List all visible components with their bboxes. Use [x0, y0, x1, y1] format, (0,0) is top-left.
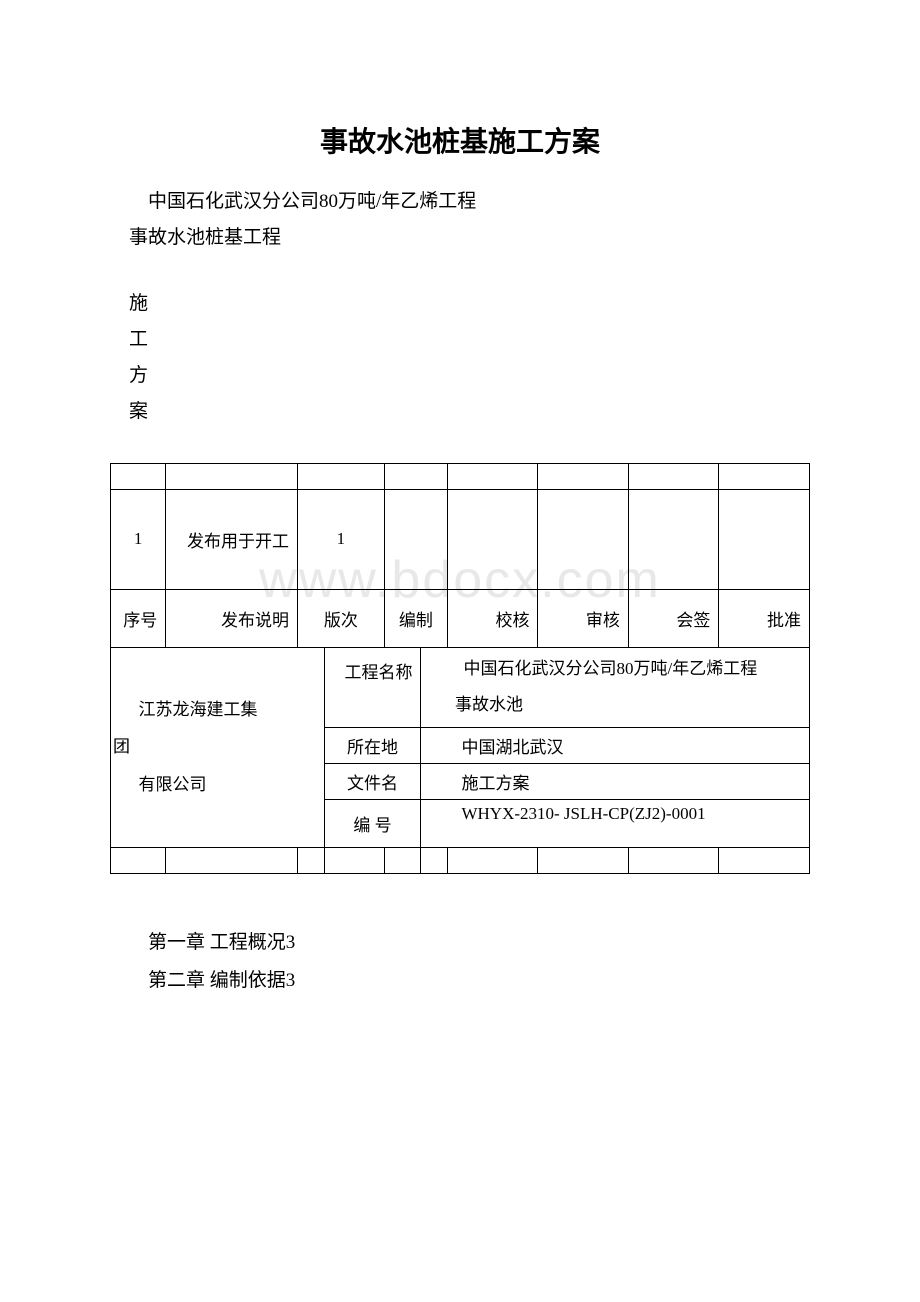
subtitle-line-1: 中国石化武汉分公司80万吨/年乙烯工程 — [110, 184, 810, 220]
document-content: 事故水池桩基施工方案 中国石化武汉分公司80万吨/年乙烯工程 事故水池桩基工程 … — [110, 120, 810, 1000]
blank-cell — [384, 847, 421, 873]
label-location: 所在地 — [324, 727, 421, 763]
header-approve: 批准 — [719, 589, 810, 647]
ver-cell: 1 — [298, 489, 385, 589]
value-code: WHYX-2310- JSLH-CP(ZJ2)-0001 — [421, 799, 810, 847]
company-cell: 江苏龙海建工集 团 有限公司 — [111, 647, 325, 847]
header-seq: 序号 — [111, 589, 166, 647]
blank-cell — [719, 463, 810, 489]
proj-name-line1: 中国石化武汉分公司80万吨/年乙烯工程 — [429, 654, 801, 685]
header-desc: 发布说明 — [166, 589, 298, 647]
subtitle-line-2: 事故水池桩基工程 — [110, 220, 810, 256]
blank-cell — [628, 463, 718, 489]
blank-cell — [628, 489, 718, 589]
vertical-char-1: 施 — [110, 286, 810, 322]
desc-cell: 发布用于开工 — [166, 489, 298, 589]
header-sign: 会签 — [628, 589, 718, 647]
table-row — [111, 847, 810, 873]
header-editor: 编制 — [384, 589, 447, 647]
blank-cell — [538, 847, 628, 873]
blank-cell — [447, 489, 537, 589]
company-line3: 有限公司 — [113, 766, 322, 803]
label-proj-name: 工程名称 — [324, 647, 421, 727]
blank-cell — [298, 463, 385, 489]
blank-cell — [324, 847, 384, 873]
vertical-title: 施 工 方 案 — [110, 286, 810, 430]
table-row — [111, 463, 810, 489]
table-row: 1 发布用于开工 1 — [111, 489, 810, 589]
label-code: 编 号 — [324, 799, 421, 847]
value-location: 中国湖北武汉 — [421, 727, 810, 763]
blank-cell — [111, 847, 166, 873]
blank-cell — [384, 489, 447, 589]
vertical-char-2: 工 — [110, 322, 810, 358]
value-file-name: 施工方案 — [421, 763, 810, 799]
blank-cell — [447, 847, 537, 873]
seq-cell: 1 — [111, 489, 166, 589]
header-check: 校核 — [447, 589, 537, 647]
label-file-name: 文件名 — [324, 763, 421, 799]
blank-cell — [447, 463, 537, 489]
toc-section: 第一章 工程概况3 第二章 编制依据3 — [110, 924, 810, 1000]
blank-cell — [111, 463, 166, 489]
blank-cell — [166, 847, 298, 873]
blank-cell — [538, 463, 628, 489]
approval-table: 1 发布用于开工 1 序号 发布说明 版次 编制 校核 审核 会签 批准 江苏龙… — [110, 463, 810, 874]
vertical-char-4: 案 — [110, 394, 810, 430]
header-review: 审核 — [538, 589, 628, 647]
company-line1: 江苏龙海建工集 — [113, 691, 322, 728]
header-ver: 版次 — [298, 589, 385, 647]
proj-name-line2: 事故水池 — [429, 690, 801, 721]
blank-cell — [719, 489, 810, 589]
blank-cell — [719, 847, 810, 873]
table-row: 江苏龙海建工集 团 有限公司 工程名称 中国石化武汉分公司80万吨/年乙烯工程 … — [111, 647, 810, 727]
value-proj-name: 中国石化武汉分公司80万吨/年乙烯工程 事故水池 — [421, 647, 810, 727]
document-title: 事故水池桩基施工方案 — [110, 120, 810, 160]
toc-item-2: 第二章 编制依据3 — [110, 962, 810, 1000]
blank-cell — [628, 847, 718, 873]
vertical-char-3: 方 — [110, 358, 810, 394]
blank-cell — [166, 463, 298, 489]
company-line2: 团 — [113, 728, 322, 765]
toc-item-1: 第一章 工程概况3 — [110, 924, 810, 962]
table-header-row: 序号 发布说明 版次 编制 校核 审核 会签 批准 — [111, 589, 810, 647]
blank-cell — [538, 489, 628, 589]
blank-cell — [421, 847, 448, 873]
blank-cell — [384, 463, 447, 489]
blank-cell — [298, 847, 324, 873]
